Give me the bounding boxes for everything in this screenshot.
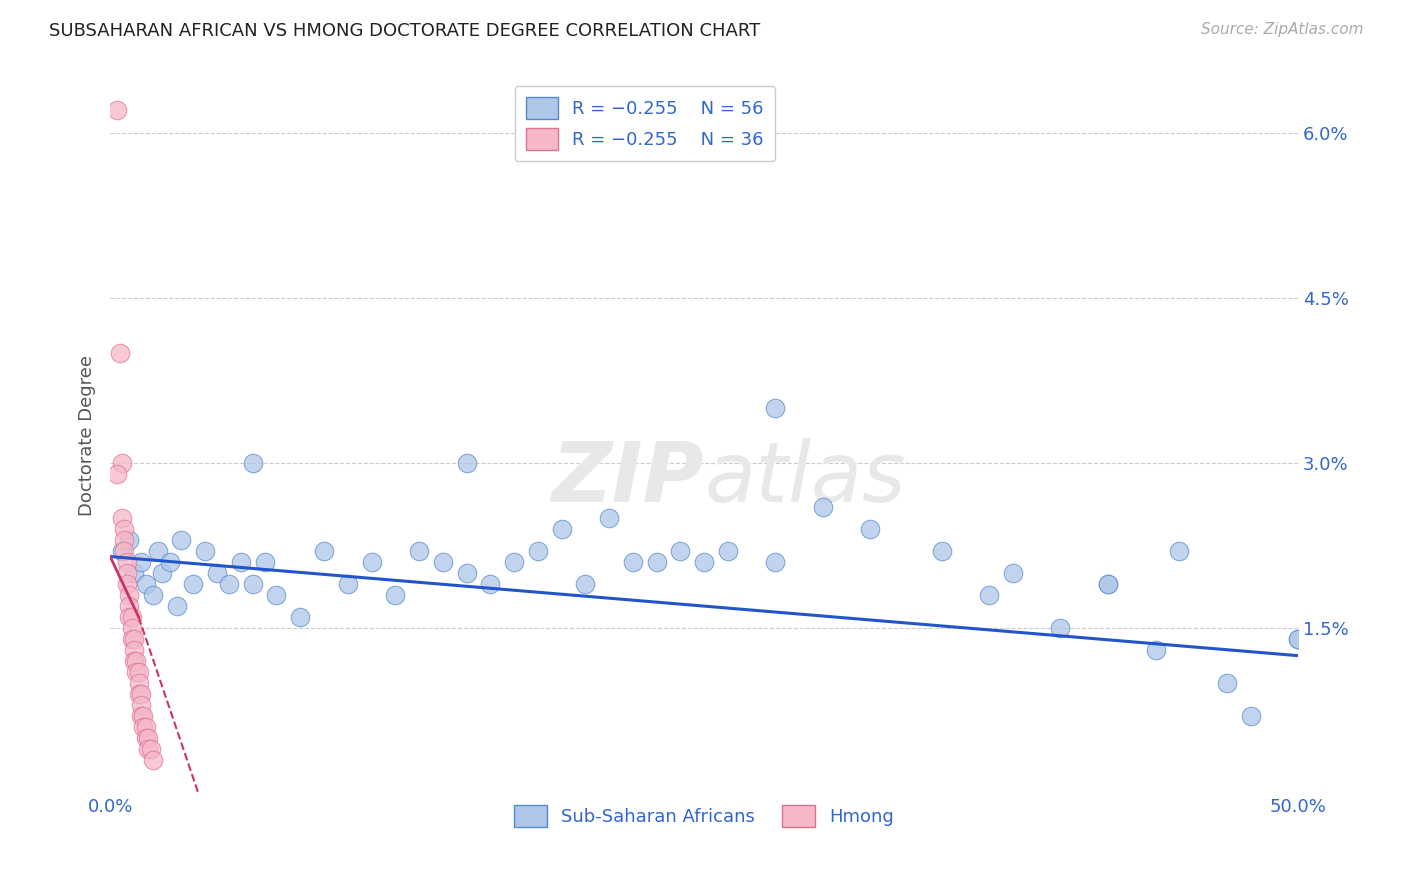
Point — [1286, 632, 1309, 647]
Point — [336, 577, 359, 591]
Point — [1286, 632, 1309, 647]
Point — [136, 731, 159, 746]
Point — [135, 731, 157, 746]
Point — [111, 544, 134, 558]
Point — [194, 544, 217, 558]
Point — [118, 610, 141, 624]
Point — [125, 654, 148, 668]
Point — [253, 555, 276, 569]
Point — [479, 577, 502, 591]
Point — [129, 709, 152, 723]
Point — [266, 588, 288, 602]
Point — [242, 577, 264, 591]
Point — [115, 555, 138, 569]
Point — [645, 555, 668, 569]
Point — [1001, 566, 1024, 580]
Point — [312, 544, 335, 558]
Point — [1097, 577, 1119, 591]
Point — [139, 742, 162, 756]
Point — [132, 709, 155, 723]
Point — [105, 467, 128, 481]
Point — [122, 654, 145, 668]
Point — [763, 555, 786, 569]
Point — [229, 555, 252, 569]
Point — [136, 742, 159, 756]
Y-axis label: Doctorate Degree: Doctorate Degree — [79, 355, 96, 516]
Point — [125, 665, 148, 680]
Point — [598, 511, 620, 525]
Point — [811, 500, 834, 514]
Text: atlas: atlas — [704, 438, 905, 519]
Point — [717, 544, 740, 558]
Point — [763, 401, 786, 415]
Point — [166, 599, 188, 613]
Point — [105, 103, 128, 118]
Point — [112, 544, 135, 558]
Point — [122, 632, 145, 647]
Point — [979, 588, 1001, 602]
Point — [527, 544, 550, 558]
Point — [129, 555, 152, 569]
Point — [122, 643, 145, 657]
Text: SUBSAHARAN AFRICAN VS HMONG DOCTORATE DEGREE CORRELATION CHART: SUBSAHARAN AFRICAN VS HMONG DOCTORATE DE… — [49, 22, 761, 40]
Point — [128, 676, 150, 690]
Point — [574, 577, 596, 591]
Point — [181, 577, 204, 591]
Point — [693, 555, 716, 569]
Point — [218, 577, 240, 591]
Point — [360, 555, 382, 569]
Text: ZIP: ZIP — [551, 438, 704, 519]
Point — [1049, 621, 1071, 635]
Point — [108, 346, 131, 360]
Point — [170, 533, 193, 547]
Point — [1144, 643, 1167, 657]
Point — [242, 456, 264, 470]
Point — [931, 544, 953, 558]
Point — [121, 621, 143, 635]
Point — [669, 544, 692, 558]
Point — [111, 511, 134, 525]
Point — [456, 566, 478, 580]
Point — [859, 522, 882, 536]
Point — [118, 599, 141, 613]
Point — [128, 687, 150, 701]
Point — [112, 522, 135, 536]
Point — [152, 566, 174, 580]
Point — [1168, 544, 1191, 558]
Point — [121, 610, 143, 624]
Point — [122, 566, 145, 580]
Point — [146, 544, 169, 558]
Point — [205, 566, 228, 580]
Point — [129, 698, 152, 713]
Point — [550, 522, 572, 536]
Legend: Sub-Saharan Africans, Hmong: Sub-Saharan Africans, Hmong — [508, 798, 901, 834]
Point — [118, 588, 141, 602]
Point — [115, 577, 138, 591]
Point — [1097, 577, 1119, 591]
Point — [121, 632, 143, 647]
Point — [118, 533, 141, 547]
Point — [1216, 676, 1239, 690]
Point — [290, 610, 312, 624]
Point — [384, 588, 406, 602]
Point — [135, 720, 157, 734]
Point — [128, 665, 150, 680]
Point — [432, 555, 454, 569]
Point — [111, 456, 134, 470]
Point — [142, 588, 165, 602]
Point — [503, 555, 526, 569]
Point — [621, 555, 644, 569]
Point — [135, 577, 157, 591]
Point — [115, 566, 138, 580]
Text: Source: ZipAtlas.com: Source: ZipAtlas.com — [1201, 22, 1364, 37]
Point — [1239, 709, 1261, 723]
Point — [142, 753, 165, 767]
Point — [456, 456, 478, 470]
Point — [129, 687, 152, 701]
Point — [112, 533, 135, 547]
Point — [132, 720, 155, 734]
Point — [408, 544, 430, 558]
Point — [159, 555, 181, 569]
